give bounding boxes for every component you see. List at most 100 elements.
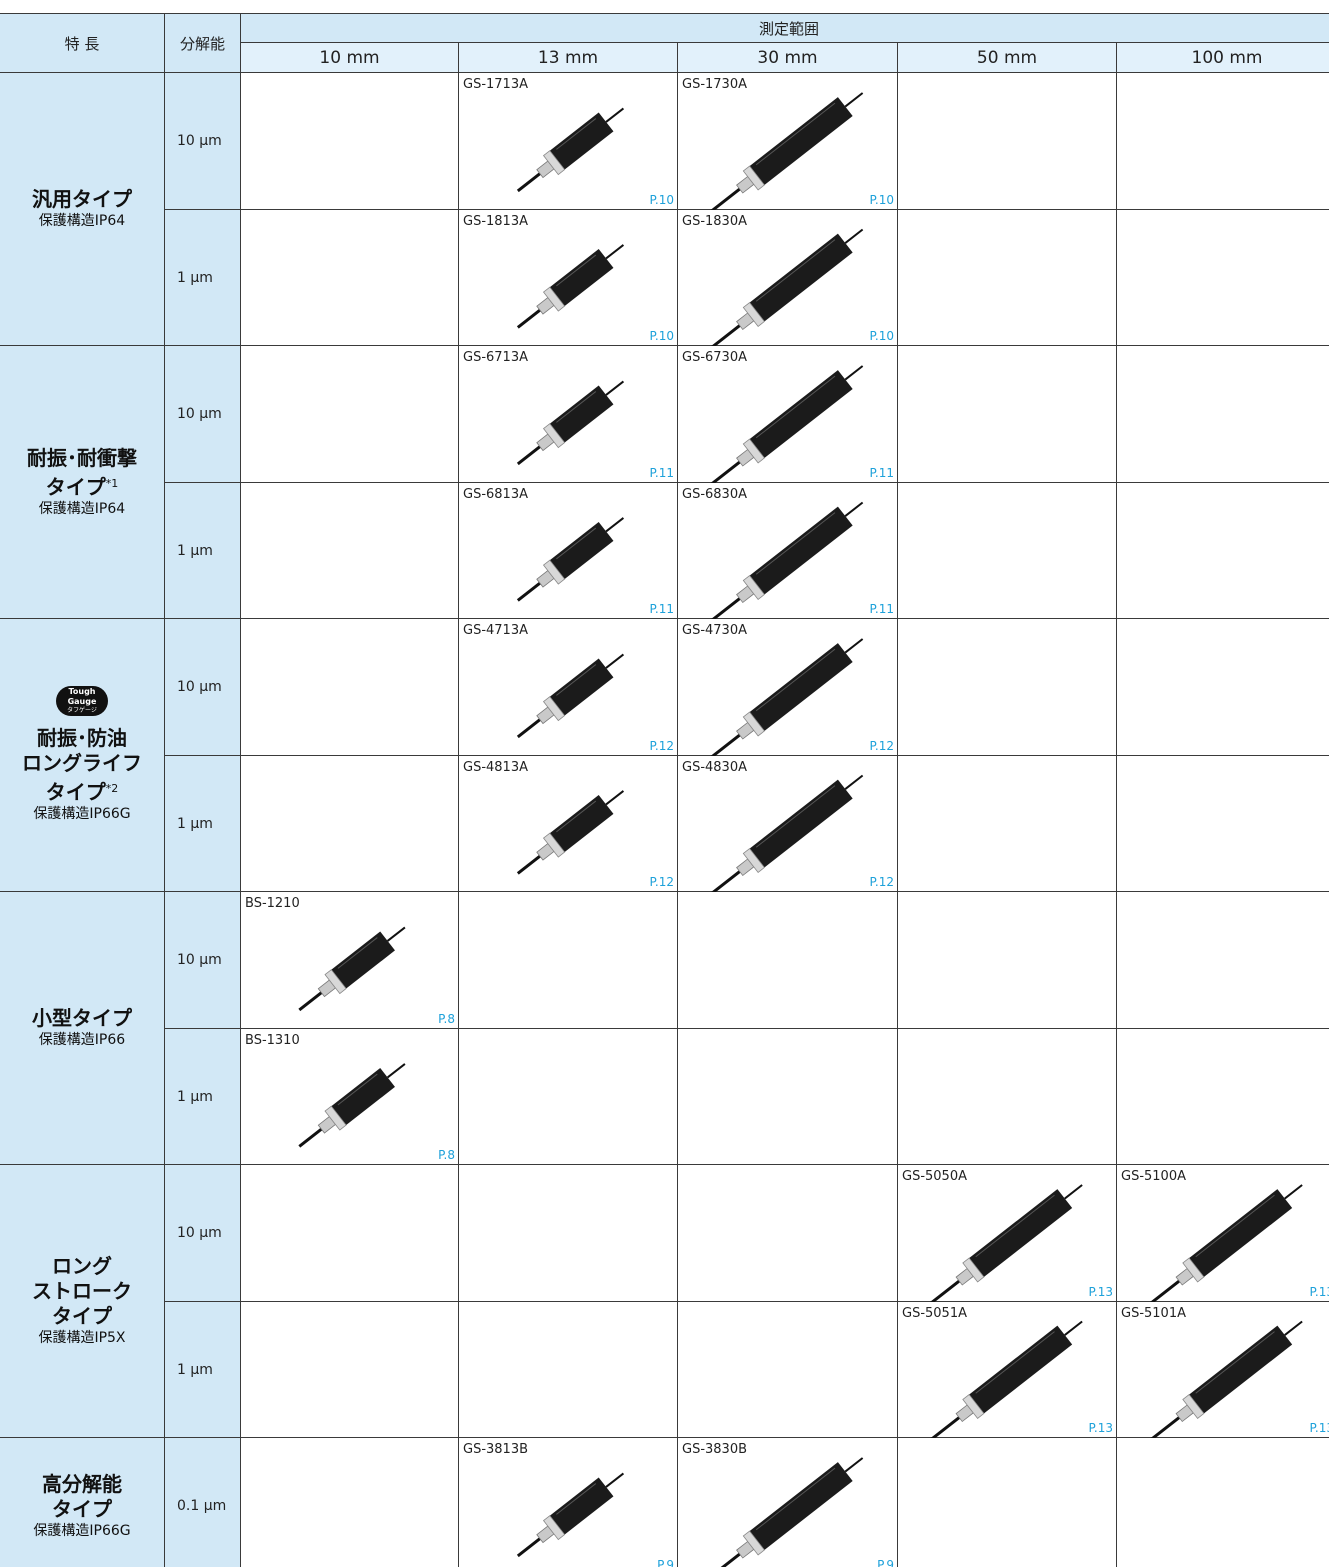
range-header: 測定範囲 xyxy=(241,14,1329,43)
page-ref: P.10 xyxy=(869,329,894,343)
product-cell xyxy=(241,483,459,619)
resolution-cell: 10 μm xyxy=(165,346,241,483)
page-ref: P.12 xyxy=(649,875,674,889)
product-cell: GS-1713A P.10 xyxy=(459,73,678,210)
product-image xyxy=(700,638,864,756)
product-cell: GS-6813A P.11 xyxy=(459,483,678,619)
feature-cell: ロング ストローク タイプ 保護構造IP5X xyxy=(0,1165,165,1438)
product-cell xyxy=(241,1302,459,1438)
resolution: 1 μm xyxy=(177,815,213,832)
product-cell xyxy=(459,1029,678,1165)
page-ref: P.13 xyxy=(1088,1285,1113,1299)
page-ref: P.10 xyxy=(649,193,674,207)
page-ref: P.13 xyxy=(1309,1285,1329,1299)
product-cell xyxy=(241,73,459,210)
page-ref: P.10 xyxy=(649,329,674,343)
page-ref: P.8 xyxy=(438,1148,455,1162)
resolution: 1 μm xyxy=(177,542,213,559)
range-column-header: 100 mm xyxy=(1117,43,1329,73)
model-name: GS-1830A xyxy=(682,214,747,229)
resolution-cell: 1 μm xyxy=(165,756,241,892)
product-cell xyxy=(898,619,1117,756)
product-image xyxy=(700,774,864,892)
product-cell xyxy=(241,619,459,756)
model-name: GS-5050A xyxy=(902,1169,967,1184)
feature-title: タイプ*2 xyxy=(46,776,119,805)
product-cell: GS-5101A P.13 xyxy=(1117,1302,1329,1438)
range-column-header: 13 mm xyxy=(459,43,678,73)
model-name: GS-6713A xyxy=(463,350,528,365)
product-image xyxy=(516,107,625,193)
protection-note: 保護構造IP66 xyxy=(38,1032,126,1048)
product-cell: GS-3813B P.9 xyxy=(459,1438,678,1567)
feature-title: 汎用タイプ xyxy=(32,187,132,212)
page-ref: P.13 xyxy=(1088,1421,1113,1435)
model-name: GS-1730A xyxy=(682,77,747,92)
range-column-header: 50 mm xyxy=(898,43,1117,73)
product-image xyxy=(700,1457,864,1567)
page-ref: P.9 xyxy=(657,1558,674,1567)
model-name: GS-3813B xyxy=(463,1442,529,1457)
feature-title: 耐振･耐衝撃 xyxy=(27,446,137,471)
product-cell xyxy=(241,1165,459,1302)
resolution-header: 分解能 xyxy=(165,14,241,73)
model-name: GS-6730A xyxy=(682,350,747,365)
product-cell xyxy=(678,1165,898,1302)
resolution: 1 μm xyxy=(177,1088,213,1105)
product-cell: BS-1210 P.8 xyxy=(241,892,459,1029)
product-cell: BS-1310 P.8 xyxy=(241,1029,459,1165)
product-cell xyxy=(1117,346,1329,483)
feature-title-text: タイプ xyxy=(52,1496,112,1521)
model-name: GS-4730A xyxy=(682,623,747,638)
resolution-cell: 1 μm xyxy=(165,1029,241,1165)
product-cell: GS-4730A P.12 xyxy=(678,619,898,756)
range-label: 10 mm xyxy=(319,47,380,68)
range-label: 13 mm xyxy=(537,47,599,68)
product-image xyxy=(298,1063,406,1148)
protection-note: 保護構造IP64 xyxy=(38,500,126,517)
product-cell xyxy=(241,210,459,346)
resolution-cell: 0.1 μm xyxy=(165,1438,241,1567)
product-image xyxy=(700,501,864,619)
resolution-cell: 1 μm xyxy=(165,483,241,619)
resolution: 10 μm xyxy=(177,679,222,695)
resolution-cell: 1 μm xyxy=(165,1302,241,1438)
product-cell: GS-1730A P.10 xyxy=(678,73,898,210)
model-name: GS-4830A xyxy=(682,760,747,775)
feature-title: タイプ*1 xyxy=(46,471,119,500)
product-cell xyxy=(1117,619,1329,756)
product-cell xyxy=(241,1438,459,1567)
product-cell xyxy=(1117,210,1329,346)
product-cell xyxy=(1117,483,1329,619)
product-cell xyxy=(459,1165,678,1302)
product-cell xyxy=(241,346,459,483)
product-cell: GS-6730A P.11 xyxy=(678,346,898,483)
feature-title-text: ロング xyxy=(52,1254,112,1278)
page-ref: P.11 xyxy=(869,602,894,616)
page-ref: P.9 xyxy=(877,1558,894,1567)
feature-title-text: 汎用タイプ xyxy=(32,187,132,211)
protection-note: 保護構造IP66G xyxy=(33,806,131,822)
page-ref: P.8 xyxy=(438,1012,455,1026)
feature-title-text: 高分解能 xyxy=(42,1471,122,1496)
range-label: 100 mm xyxy=(1191,47,1263,68)
product-cell xyxy=(1117,73,1329,210)
model-name: BS-1210 xyxy=(245,896,300,911)
feature-title: タイプ xyxy=(52,1304,112,1329)
footnote-mark: *2 xyxy=(105,782,119,795)
resolution: 10 μm xyxy=(177,952,222,968)
product-cell xyxy=(241,756,459,892)
range-label: 50 mm xyxy=(976,47,1038,68)
feature-title: ストローク xyxy=(32,1279,132,1304)
feature-cell: 耐振･耐衝撃 タイプ*1 保護構造IP64 xyxy=(0,346,165,619)
feature-cell: 高分解能 タイプ 保護構造IP66G xyxy=(0,1438,165,1567)
range-column-header: 10 mm xyxy=(241,43,459,73)
feature-title: 高分解能 xyxy=(42,1472,122,1497)
model-name: GS-3830B xyxy=(682,1442,748,1457)
product-image xyxy=(298,926,406,1012)
page-ref: P.12 xyxy=(869,875,894,889)
product-cell xyxy=(898,73,1117,210)
product-image xyxy=(700,365,864,483)
product-cell xyxy=(678,1302,898,1438)
protection-note: 保護構造IP5X xyxy=(38,1330,126,1346)
